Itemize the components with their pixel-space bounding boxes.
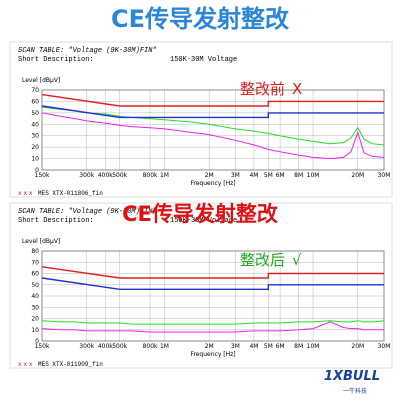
x-tick-label: 10M xyxy=(307,172,320,179)
y-tick-label: 10 xyxy=(31,327,39,334)
x-tick-label: 8M xyxy=(294,172,303,179)
x-tick-label: 1M xyxy=(160,172,169,179)
series-line xyxy=(41,93,384,107)
x-axis-label: Frequency [Hz] xyxy=(190,351,235,358)
x-tick-label: 6M xyxy=(276,343,285,350)
x-tick-label: 10M xyxy=(307,343,320,350)
annotation: 整改前 xyxy=(240,80,285,98)
legend-marker: x x x xyxy=(18,190,33,197)
y-tick-label: 30 xyxy=(31,133,39,140)
scan-table: SCAN TABLE: "Voltage (9K-30M)FIN" xyxy=(18,47,157,55)
scan-table: SCAN TABLE: "Voltage (9K-30M)FIN" xyxy=(18,208,157,216)
y-tick-label: 0 xyxy=(35,167,39,174)
x-tick-label: 800k xyxy=(143,343,158,350)
series-line xyxy=(41,320,385,325)
short-description-label: Short Description: xyxy=(18,56,94,64)
series-line xyxy=(41,321,384,333)
series-line xyxy=(41,277,384,290)
x-tick-label: 8M xyxy=(294,343,303,350)
logo-subtitle: 一牛科技 xyxy=(343,387,367,395)
page-title: CE传导发射整改 xyxy=(111,5,289,33)
x-tick-label: 4M xyxy=(249,172,258,179)
y-axis-label: Level [dBµV] xyxy=(22,238,60,245)
y-tick-label: 0 xyxy=(35,338,39,345)
x-tick-label: 400k xyxy=(98,343,113,350)
y-tick-label: 30 xyxy=(31,304,39,311)
x-tick-label: 150k xyxy=(35,172,50,179)
series-line xyxy=(41,105,384,119)
annotation-mark: X xyxy=(292,80,302,98)
y-tick-label: 40 xyxy=(31,121,39,128)
y-tick-label: 70 xyxy=(31,259,39,266)
x-tick-label: 300k xyxy=(79,343,94,350)
y-tick-label: 50 xyxy=(31,110,39,117)
legend-marker: x x x xyxy=(18,361,33,368)
x-tick-label: 500k xyxy=(112,343,127,350)
x-tick-label: 2M xyxy=(205,172,214,179)
x-tick-label: 20M xyxy=(351,172,364,179)
short-description: 150K-30M Voltage xyxy=(170,217,237,225)
series-line xyxy=(41,106,385,146)
x-tick-label: 6M xyxy=(276,172,285,179)
x-tick-label: 500k xyxy=(112,172,127,179)
y-tick-label: 70 xyxy=(31,87,39,94)
x-tick-label: 5M xyxy=(264,172,273,179)
x-tick-label: 30M xyxy=(378,172,391,179)
x-tick-label: 3M xyxy=(231,172,240,179)
y-tick-label: 80 xyxy=(31,248,39,255)
y-tick-label: 10 xyxy=(31,156,39,163)
legend-label: MES XTX-011806_fin xyxy=(38,190,103,197)
series-line xyxy=(41,112,385,160)
x-tick-label: 400k xyxy=(98,172,113,179)
x-tick-label: 4M xyxy=(249,343,258,350)
x-tick-label: 30M xyxy=(378,343,391,350)
series-line xyxy=(41,266,384,279)
y-tick-label: 60 xyxy=(31,98,39,105)
x-tick-label: 2M xyxy=(205,343,214,350)
x-tick-label: 300k xyxy=(79,172,94,179)
legend-label: MES XTX-011909_fin xyxy=(38,361,103,368)
overlay-title: CE传导发射整改 xyxy=(122,202,279,226)
x-tick-label: 5M xyxy=(264,343,273,350)
x-tick-label: 150k xyxy=(35,343,50,350)
x-tick-label: 1M xyxy=(160,343,169,350)
y-tick-label: 60 xyxy=(31,271,39,278)
x-tick-label: 3M xyxy=(231,343,240,350)
y-tick-label: 20 xyxy=(31,316,39,323)
short-description: 150K-30M Voltage xyxy=(170,56,237,64)
x-tick-label: 800k xyxy=(143,172,158,179)
y-axis-label: Level [dBµV] xyxy=(22,77,60,84)
annotation-mark: √ xyxy=(292,251,302,269)
x-axis-label: Frequency [Hz] xyxy=(190,180,235,187)
annotation: 整改后 xyxy=(240,251,285,269)
y-tick-label: 40 xyxy=(31,293,39,300)
short-description-label: Short Description: xyxy=(18,217,94,225)
logo-name: 1XBULL xyxy=(324,369,380,384)
y-tick-label: 20 xyxy=(31,144,39,151)
x-tick-label: 20M xyxy=(351,343,364,350)
y-tick-label: 50 xyxy=(31,282,39,289)
